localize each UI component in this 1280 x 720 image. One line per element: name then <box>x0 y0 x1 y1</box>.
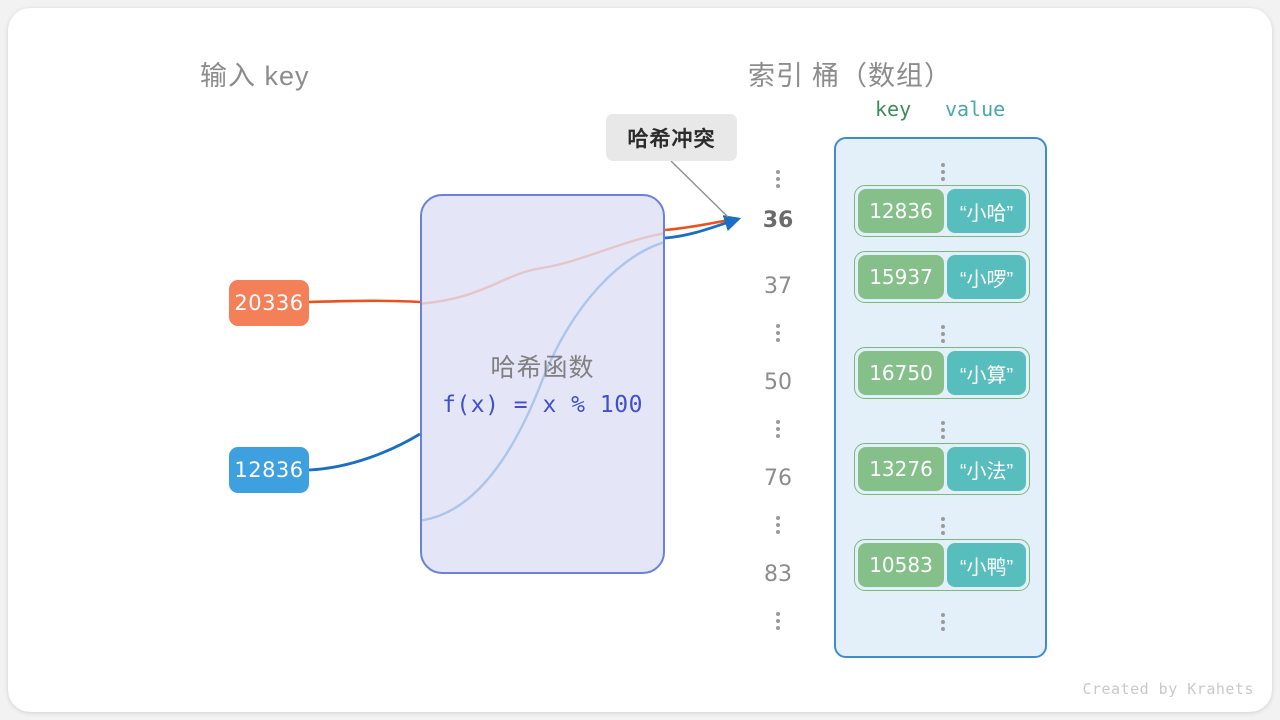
heading-key-column: key <box>875 97 912 121</box>
index-label-36: 36 <box>742 208 814 233</box>
ellipsis-dot <box>940 531 945 535</box>
hash-collision-callout-label: 哈希冲突 <box>627 127 716 151</box>
input-key-chip-label: 20336 <box>234 291 304 315</box>
index-label-83: 83 <box>742 562 814 587</box>
input-key-chip-12836[interactable]: 12836 <box>229 447 309 493</box>
ellipsis-dot <box>940 163 945 167</box>
ellipsis-dot <box>940 339 945 343</box>
bucket-entry-value: “小算” <box>947 351 1026 395</box>
index-value: 36 <box>762 208 794 233</box>
index-label-76: 76 <box>742 466 814 491</box>
bucket-ellipsis <box>836 613 1049 631</box>
ellipsis-dot <box>776 420 780 424</box>
blue-curve-faded <box>422 241 663 522</box>
heading-input-key: 输入 key <box>200 61 310 91</box>
ellipsis-dot <box>776 516 780 520</box>
orange-curve-faded <box>422 232 663 305</box>
hash-function-box: 哈希函数 f(x) = x % 100 <box>420 194 665 574</box>
ellipsis-dot <box>940 627 945 631</box>
bucket-entry-value: “小鸭” <box>947 543 1026 587</box>
index-column: 36 37 50 76 83 <box>742 148 814 656</box>
index-value: 76 <box>764 466 792 491</box>
ellipsis-dot <box>776 626 780 630</box>
index-ellipsis-dots <box>776 420 780 438</box>
index-ellipsis-dots <box>776 612 780 630</box>
inner-curve-svg <box>422 232 663 522</box>
ellipsis-dot <box>776 619 780 623</box>
ellipsis-dot <box>940 170 945 174</box>
bucket-entry-key: 12836 <box>858 189 944 233</box>
ellipsis-dot <box>776 184 780 188</box>
ellipsis-dot <box>776 170 780 174</box>
ellipsis-dot <box>776 427 780 431</box>
heading-index: 索引 <box>748 61 804 91</box>
bucket-ellipsis <box>836 163 1049 181</box>
index-ellipsis <box>742 170 814 188</box>
index-value: 37 <box>764 274 792 299</box>
ellipsis-dot <box>776 434 780 438</box>
hash-function-formula: f(x) = x % 100 <box>442 392 643 418</box>
index-label-50: 50 <box>742 370 814 395</box>
ellipsis-dot <box>776 523 780 527</box>
bucket-entry[interactable]: 15937 “小啰” <box>854 251 1030 303</box>
input-key-chip-20336[interactable]: 20336 <box>229 280 309 326</box>
index-ellipsis-dots <box>776 516 780 534</box>
bucket-entry-key: 16750 <box>858 351 944 395</box>
ellipsis-dot <box>776 338 780 342</box>
bucket-ellipsis-dots <box>940 421 945 439</box>
bucket-entry-key: 15937 <box>858 255 944 299</box>
index-ellipsis-dots <box>776 170 780 188</box>
ellipsis-dot <box>940 332 945 336</box>
index-ellipsis-dots <box>776 324 780 342</box>
bucket-entry[interactable]: 13276 “小法” <box>854 443 1030 495</box>
index-ellipsis <box>742 516 814 534</box>
index-value: 50 <box>764 370 792 395</box>
bucket-ellipsis-dots <box>940 163 945 181</box>
ellipsis-dot <box>940 517 945 521</box>
heading-value-column: value <box>945 97 1006 121</box>
index-value: 83 <box>764 562 792 587</box>
bucket-entry-key: 10583 <box>858 543 944 587</box>
bucket-entry-value: “小法” <box>947 447 1026 491</box>
bucket-array: 12836 “小哈” 15937 “小啰” 16750 “小算” 13276 “小法” 1058… <box>834 137 1047 658</box>
index-label-37: 37 <box>742 274 814 299</box>
bucket-ellipsis <box>836 421 1049 439</box>
index-ellipsis <box>742 324 814 342</box>
bucket-entry[interactable]: 16750 “小算” <box>854 347 1030 399</box>
bucket-ellipsis-dots <box>940 517 945 535</box>
bucket-entry-key: 13276 <box>858 447 944 491</box>
ellipsis-dot <box>940 177 945 181</box>
bucket-ellipsis <box>836 325 1049 343</box>
ellipsis-dot <box>940 524 945 528</box>
credit-text: Created by Krahets <box>1082 680 1254 698</box>
ellipsis-dot <box>776 530 780 534</box>
index-ellipsis <box>742 420 814 438</box>
ellipsis-dot <box>940 428 945 432</box>
ellipsis-dot <box>776 612 780 616</box>
ellipsis-dot <box>776 324 780 328</box>
ellipsis-dot <box>940 620 945 624</box>
hash-collision-callout: 哈希冲突 <box>606 114 737 161</box>
bucket-ellipsis-dots <box>940 325 945 343</box>
hash-function-title: 哈希函数 <box>490 354 595 382</box>
ellipsis-dot <box>940 325 945 329</box>
index-ellipsis <box>742 612 814 630</box>
bucket-entry[interactable]: 12836 “小哈” <box>854 185 1030 237</box>
bucket-entry-value: “小啰” <box>947 255 1026 299</box>
ellipsis-dot <box>776 177 780 181</box>
ellipsis-dot <box>776 331 780 335</box>
heading-bucket-array: 桶（数组） <box>812 61 952 91</box>
hash-function-curves <box>422 196 663 572</box>
bucket-entry-value: “小哈” <box>947 189 1026 233</box>
bucket-ellipsis <box>836 517 1049 535</box>
ellipsis-dot <box>940 435 945 439</box>
ellipsis-dot <box>940 613 945 617</box>
input-key-chip-label: 12836 <box>234 458 304 482</box>
bucket-entry[interactable]: 10583 “小鸭” <box>854 539 1030 591</box>
ellipsis-dot <box>940 421 945 425</box>
bucket-ellipsis-dots <box>940 613 945 631</box>
